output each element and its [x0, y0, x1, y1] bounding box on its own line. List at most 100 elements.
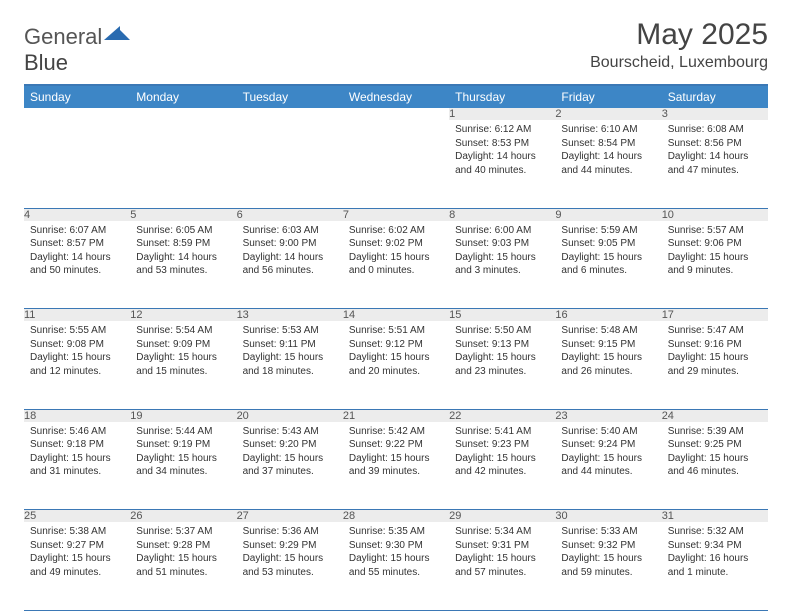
day-content-row: Sunrise: 5:55 AMSunset: 9:08 PMDaylight:… — [24, 321, 768, 409]
day-number: 9 — [555, 208, 661, 221]
day-details: Sunrise: 6:00 AMSunset: 9:03 PMDaylight:… — [449, 221, 555, 282]
day-number: 2 — [555, 108, 661, 120]
day-number: 13 — [237, 309, 343, 322]
daylight-text: and 9 minutes. — [668, 264, 762, 278]
day-number: 11 — [24, 309, 130, 322]
day-number: 25 — [24, 510, 130, 523]
daylight-text: Daylight: 15 hours — [243, 552, 337, 566]
sunrise-text: Sunrise: 5:47 AM — [668, 324, 762, 338]
day-details: Sunrise: 5:47 AMSunset: 9:16 PMDaylight:… — [662, 321, 768, 382]
daylight-text: and 37 minutes. — [243, 465, 337, 479]
day-cell — [24, 120, 130, 208]
sunset-text: Sunset: 9:34 PM — [668, 539, 762, 553]
day-details: Sunrise: 5:57 AMSunset: 9:06 PMDaylight:… — [662, 221, 768, 282]
day-number: 5 — [130, 208, 236, 221]
sunrise-text: Sunrise: 5:53 AM — [243, 324, 337, 338]
daylight-text: and 26 minutes. — [561, 365, 655, 379]
day-cell: Sunrise: 6:00 AMSunset: 9:03 PMDaylight:… — [449, 221, 555, 309]
sunset-text: Sunset: 9:18 PM — [30, 438, 124, 452]
sunrise-text: Sunrise: 5:50 AM — [455, 324, 549, 338]
sunrise-text: Sunrise: 5:40 AM — [561, 425, 655, 439]
day-cell: Sunrise: 5:57 AMSunset: 9:06 PMDaylight:… — [662, 221, 768, 309]
day-cell: Sunrise: 5:38 AMSunset: 9:27 PMDaylight:… — [24, 522, 130, 610]
sunrise-text: Sunrise: 6:05 AM — [136, 224, 230, 238]
day-cell: Sunrise: 5:35 AMSunset: 9:30 PMDaylight:… — [343, 522, 449, 610]
sunset-text: Sunset: 9:29 PM — [243, 539, 337, 553]
sunrise-text: Sunrise: 5:33 AM — [561, 525, 655, 539]
sunrise-text: Sunrise: 5:41 AM — [455, 425, 549, 439]
day-number-row: 25262728293031 — [24, 510, 768, 523]
day-cell: Sunrise: 6:07 AMSunset: 8:57 PMDaylight:… — [24, 221, 130, 309]
logo-triangle-icon — [104, 26, 130, 44]
day-content-row: Sunrise: 5:46 AMSunset: 9:18 PM Daylight:… — [24, 422, 768, 510]
daylight-text: Daylight: 15 hours — [668, 452, 762, 466]
daylight-text: Daylight: 15 hours — [349, 251, 443, 265]
daylight-text: Daylight: 14 hours — [561, 150, 655, 164]
day-cell: Sunrise: 5:41 AMSunset: 9:23 PMDaylight:… — [449, 422, 555, 510]
daylight-text: Daylight: 14 hours — [668, 150, 762, 164]
logo: General Blue — [24, 24, 130, 76]
sunset-text: Sunset: 9:02 PM — [349, 237, 443, 251]
day-cell: Sunrise: 5:43 AMSunset: 9:20 PMDaylight:… — [237, 422, 343, 510]
day-details: Sunrise: 6:08 AMSunset: 8:56 PMDaylight:… — [662, 120, 768, 181]
day-number — [343, 108, 449, 120]
day-cell: Sunrise: 5:53 AMSunset: 9:11 PMDaylight:… — [237, 321, 343, 409]
day-number — [24, 108, 130, 120]
day-cell: Sunrise: 6:05 AMSunset: 8:59 PMDaylight:… — [130, 221, 236, 309]
sunrise-text: Sunrise: 5:42 AM — [349, 425, 443, 439]
weekday-header: Thursday — [449, 85, 555, 108]
daylight-text: and 20 minutes. — [349, 365, 443, 379]
sunset-text: Sunset: 9:31 PM — [455, 539, 549, 553]
daylight-text: Daylight: 15 hours — [455, 351, 549, 365]
day-cell: Sunrise: 5:48 AMSunset: 9:15 PMDaylight:… — [555, 321, 661, 409]
day-cell: Sunrise: 6:08 AMSunset: 8:56 PMDaylight:… — [662, 120, 768, 208]
day-number: 31 — [662, 510, 768, 523]
day-details: Sunrise: 5:42 AMSunset: 9:22 PMDaylight:… — [343, 422, 449, 483]
daylight-text: and 50 minutes. — [30, 264, 124, 278]
sunset-text: Sunset: 9:11 PM — [243, 338, 337, 352]
day-number: 30 — [555, 510, 661, 523]
daylight-text: Daylight: 15 hours — [561, 351, 655, 365]
daylight-text: and 59 minutes. — [561, 566, 655, 580]
daylight-text: and 12 minutes. — [30, 365, 124, 379]
weekday-header: Monday — [130, 85, 236, 108]
daylight-text: Daylight: 15 hours — [243, 452, 337, 466]
day-details: Sunrise: 5:39 AMSunset: 9:25 PMDaylight:… — [662, 422, 768, 483]
sunrise-text: Sunrise: 5:46 AM — [30, 425, 124, 439]
calendar-body: 123Sunrise: 6:12 AMSunset: 8:53 PMDaylig… — [24, 108, 768, 610]
day-details: Sunrise: 6:05 AMSunset: 8:59 PMDaylight:… — [130, 221, 236, 282]
day-number: 20 — [237, 409, 343, 422]
sunset-text: Sunset: 9:28 PM — [136, 539, 230, 553]
day-number-row: 18192021222324 — [24, 409, 768, 422]
daylight-text: and 53 minutes. — [136, 264, 230, 278]
day-details: Sunrise: 6:03 AMSunset: 9:00 PMDaylight:… — [237, 221, 343, 282]
day-number: 15 — [449, 309, 555, 322]
header: General Blue May 2025 Bourscheid, Luxemb… — [24, 18, 768, 76]
sunset-text: Sunset: 8:56 PM — [668, 137, 762, 151]
day-content-row: Sunrise: 5:38 AMSunset: 9:27 PMDaylight:… — [24, 522, 768, 610]
daylight-text: and 49 minutes. — [30, 566, 124, 580]
day-cell: Sunrise: 6:02 AMSunset: 9:02 PMDaylight:… — [343, 221, 449, 309]
sunset-text: Sunset: 9:08 PM — [30, 338, 124, 352]
sunrise-text: Sunrise: 6:08 AM — [668, 123, 762, 137]
daylight-text: Daylight: 15 hours — [668, 351, 762, 365]
day-cell — [343, 120, 449, 208]
day-number: 19 — [130, 409, 236, 422]
daylight-text: Daylight: 15 hours — [349, 351, 443, 365]
day-cell: Sunrise: 5:44 AMSunset: 9:19 PMDaylight:… — [130, 422, 236, 510]
day-cell: Sunrise: 5:34 AMSunset: 9:31 PMDaylight:… — [449, 522, 555, 610]
daylight-text: Daylight: 15 hours — [455, 452, 549, 466]
daylight-text: Daylight: 14 hours — [455, 150, 549, 164]
logo-word-2: Blue — [24, 50, 68, 75]
location-label: Bourscheid, Luxembourg — [590, 54, 768, 72]
daylight-text: and 29 minutes. — [668, 365, 762, 379]
sunset-text: Sunset: 9:16 PM — [668, 338, 762, 352]
daylight-text: Daylight: 15 hours — [30, 351, 124, 365]
daylight-text: Daylight: 15 hours — [136, 552, 230, 566]
day-details: Sunrise: 5:32 AMSunset: 9:34 PMDaylight:… — [662, 522, 768, 583]
weekday-header: Tuesday — [237, 85, 343, 108]
day-details: Sunrise: 5:36 AMSunset: 9:29 PMDaylight:… — [237, 522, 343, 583]
day-details: Sunrise: 5:50 AMSunset: 9:13 PMDaylight:… — [449, 321, 555, 382]
day-details: Sunrise: 5:48 AMSunset: 9:15 PMDaylight:… — [555, 321, 661, 382]
day-number: 8 — [449, 208, 555, 221]
